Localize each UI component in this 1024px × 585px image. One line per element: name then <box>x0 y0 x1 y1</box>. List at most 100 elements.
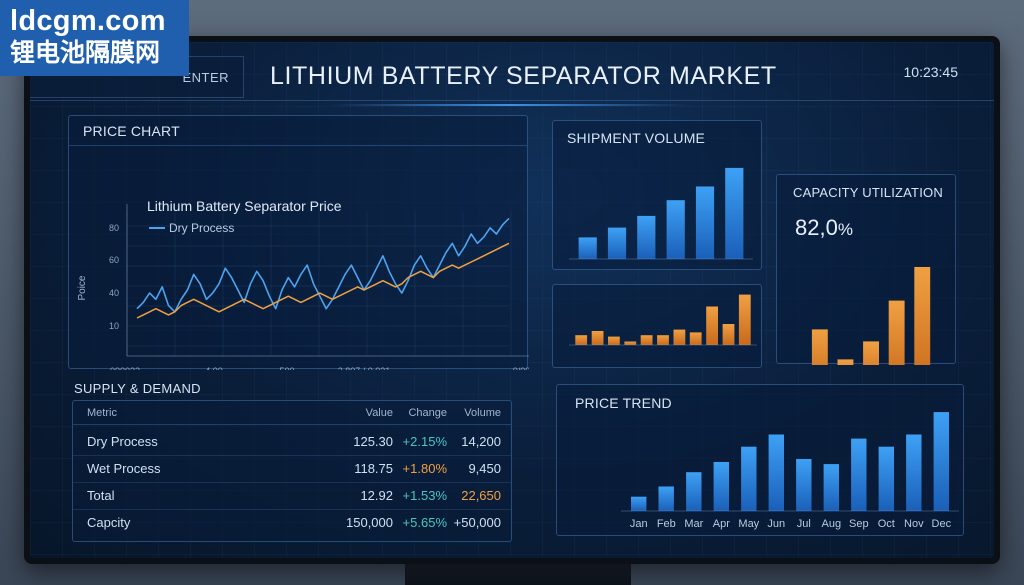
price-chart-header <box>69 116 527 146</box>
price-trend-bar <box>906 434 922 511</box>
table-row[interactable]: Dry Process 125.30 +2.15% 14,200 <box>73 429 511 455</box>
price-trend-bar <box>741 446 757 511</box>
shipment-bar <box>637 215 656 259</box>
shipment-volume-panel[interactable]: SHIPMENT VOLUME <box>552 120 762 270</box>
production-bar <box>575 335 588 345</box>
table-row[interactable]: Wet Process 118.75 +1.80% 9,450 <box>73 456 511 482</box>
production-bar <box>640 335 653 345</box>
row-change: +2.15% <box>402 434 447 449</box>
month-label: Oct <box>878 518 895 530</box>
price-trend-title: PRICE TREND <box>575 395 672 411</box>
col-volume: Volume <box>464 407 501 419</box>
production-bar <box>624 341 637 345</box>
row-divider <box>73 509 511 510</box>
row-metric: Wet Process <box>87 461 161 476</box>
capacity-bar <box>888 300 905 365</box>
row-metric: Total <box>87 488 115 503</box>
capacity-bar <box>837 359 854 365</box>
price-trend-bar <box>658 486 674 511</box>
y-tick-label: 80 <box>109 223 119 233</box>
price-trend-bar <box>713 462 729 511</box>
row-volume: +50,000 <box>453 515 501 530</box>
month-label: Mar <box>684 518 703 530</box>
chart-title: Lithium Battery Separator Price <box>147 198 342 214</box>
row-value: 125.30 <box>353 434 393 449</box>
month-label: Jun <box>767 518 785 530</box>
capacity-value: 82,0% <box>795 215 853 241</box>
price-trend-bar <box>686 472 702 511</box>
capacity-bar <box>863 341 879 365</box>
monitor-stand <box>405 562 631 585</box>
x-tick-label: 500 <box>279 366 294 370</box>
row-change: +1.53% <box>402 488 447 503</box>
shipment-bar <box>666 200 685 259</box>
row-value: 150,000 <box>346 515 393 530</box>
price-trend-bar <box>933 412 949 511</box>
monitor: ENTER LITHIUM BATTERY SEPARATOR MARKET 1… <box>24 36 1000 564</box>
col-value: Value <box>365 407 393 419</box>
production-bar <box>738 294 751 345</box>
month-label: Nov <box>904 518 924 530</box>
capacity-utilization-panel[interactable]: CAPACITY UTILIZATION 82,0% <box>776 174 957 365</box>
x-tick-label: 000032 <box>110 366 140 370</box>
table-row[interactable]: Total 12.92 +1.53% 22,650 <box>73 483 511 509</box>
y-axis-label: Poice <box>77 275 88 300</box>
production-bar <box>657 335 669 345</box>
production-bars-panel[interactable] <box>552 284 762 368</box>
y-tick-label: 40 <box>109 288 119 298</box>
price-trend-bar <box>631 496 647 511</box>
series-dry-process-line <box>136 217 510 313</box>
production-bar <box>722 324 735 345</box>
row-volume: 9,450 <box>468 461 501 476</box>
price-chart-panel[interactable]: PRICE CHART Lithium Battery Separator Pr… <box>68 115 529 370</box>
row-divider <box>73 455 511 456</box>
month-label: Jul <box>797 518 811 530</box>
watermark-logo: ldcgm.com 锂电池隔膜网 <box>0 0 189 76</box>
production-bar <box>591 331 604 345</box>
production-bar <box>608 336 620 345</box>
production-bar <box>673 329 686 345</box>
x-tick-label: 2.807 / 0.021 <box>338 366 391 370</box>
x-tick-label: 0/09.5.8 <box>513 366 529 370</box>
capacity-number: 82,0 <box>795 215 838 240</box>
supply-demand-title: SUPPLY & DEMAND <box>74 381 201 396</box>
page-title: LITHIUM BATTERY SEPARATOR MARKET <box>270 62 777 90</box>
row-value: 12.92 <box>360 488 393 503</box>
price-trend-bar <box>878 446 894 511</box>
row-change: +1.80% <box>402 461 447 476</box>
row-metric: Dry Process <box>87 434 158 449</box>
price-chart-title: PRICE CHART <box>83 123 180 139</box>
shipment-bar <box>607 227 627 259</box>
row-volume: 22,650 <box>461 488 501 503</box>
shipment-volume-title: SHIPMENT VOLUME <box>567 130 706 146</box>
price-trend-bar-chart[interactable]: Jan Feb Mar Apr May Jun Jul Aug Sep Oct Nov Dec <box>557 385 965 537</box>
capacity-bar <box>811 329 828 365</box>
price-trend-panel[interactable]: PRICE TREND Jan Feb Mar Apr May Jun Jul Aug Sep O… <box>556 384 964 536</box>
row-metric: Capcity <box>87 515 131 530</box>
watermark-cn: 锂电池隔膜网 <box>10 38 161 67</box>
month-label: Dec <box>932 518 952 530</box>
price-trend-bar <box>768 434 784 511</box>
production-bar-chart[interactable] <box>553 285 763 369</box>
month-label: Feb <box>657 518 676 530</box>
shipment-bar <box>725 167 744 259</box>
month-label: Aug <box>822 518 842 530</box>
price-line-chart[interactable]: Lithium Battery Separator Price Dry Proce… <box>69 116 529 370</box>
supply-demand-table[interactable]: Metric Value Change Volume Dry Process 1… <box>72 400 512 542</box>
month-label: Sep <box>849 518 869 530</box>
title-underline <box>330 104 690 106</box>
production-bar <box>689 332 702 345</box>
header-divider <box>30 100 994 101</box>
shipment-bar-chart[interactable] <box>553 121 763 271</box>
table-row[interactable]: Capcity 150,000 +5.65% +50,000 <box>73 510 511 536</box>
col-change: Change <box>408 407 447 419</box>
month-label: Jan <box>630 518 648 530</box>
capacity-bar-chart[interactable] <box>777 175 957 365</box>
capacity-utilization-title: CAPACITY UTILIZATION <box>793 185 943 200</box>
month-label: Apr <box>713 518 730 530</box>
x-tick-label: 4.00 <box>205 366 223 370</box>
price-trend-bar <box>851 438 867 511</box>
shipment-bar <box>578 237 597 259</box>
watermark-site: ldcgm.com <box>10 5 166 37</box>
row-volume: 14,200 <box>461 434 501 449</box>
